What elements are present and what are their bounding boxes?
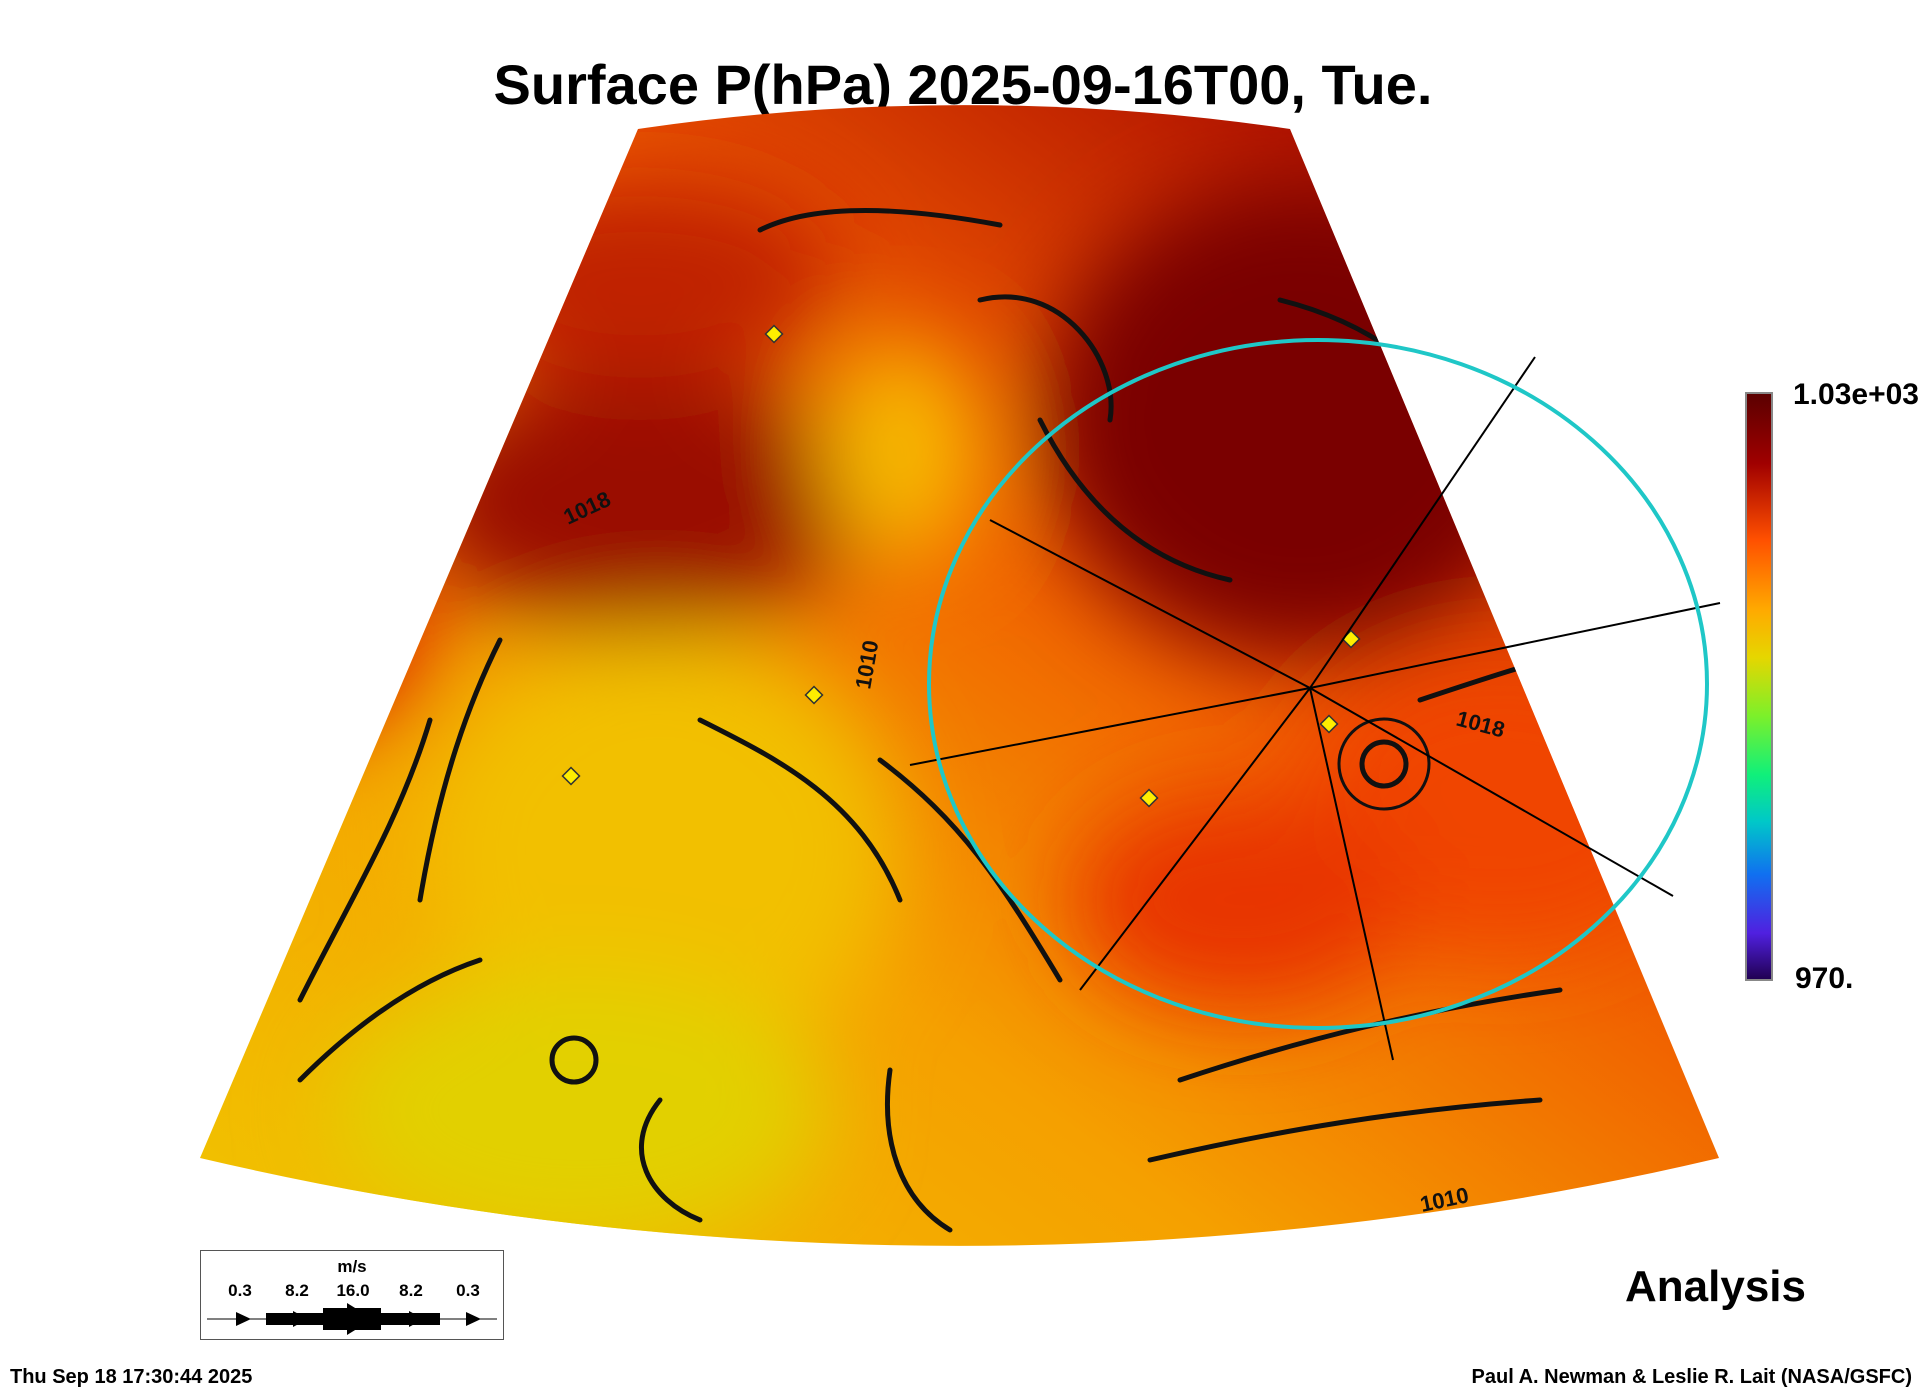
colorbar-min-label: 970.	[1795, 962, 1854, 995]
range-ring	[927, 338, 1709, 1030]
wind-unit: m/s	[337, 1257, 367, 1276]
colorbar	[1745, 392, 1773, 981]
wind-scale-arrows	[207, 1303, 497, 1335]
wind-tick: 16.0	[336, 1281, 370, 1300]
analysis-label: Analysis	[1625, 1262, 1806, 1311]
wind-tick: 8.2	[285, 1281, 309, 1300]
wind-tick: 0.3	[228, 1281, 252, 1300]
radial-lines	[909, 356, 1721, 1061]
pressure-field: 1018 1018 1010 1010	[200, 105, 1719, 1246]
wind-legend: m/s 0.3 8.2 16.0 8.2 0.3	[200, 1250, 504, 1340]
colorbar-max-label: 1.03e+03	[1793, 378, 1919, 411]
credit: Paul A. Newman & Leslie R. Lait (NASA/GS…	[1471, 1366, 1912, 1388]
wind-tick: 0.3	[456, 1281, 480, 1300]
wind-tick: 8.2	[399, 1281, 423, 1300]
timestamp: Thu Sep 18 17:30:44 2025	[10, 1366, 253, 1388]
